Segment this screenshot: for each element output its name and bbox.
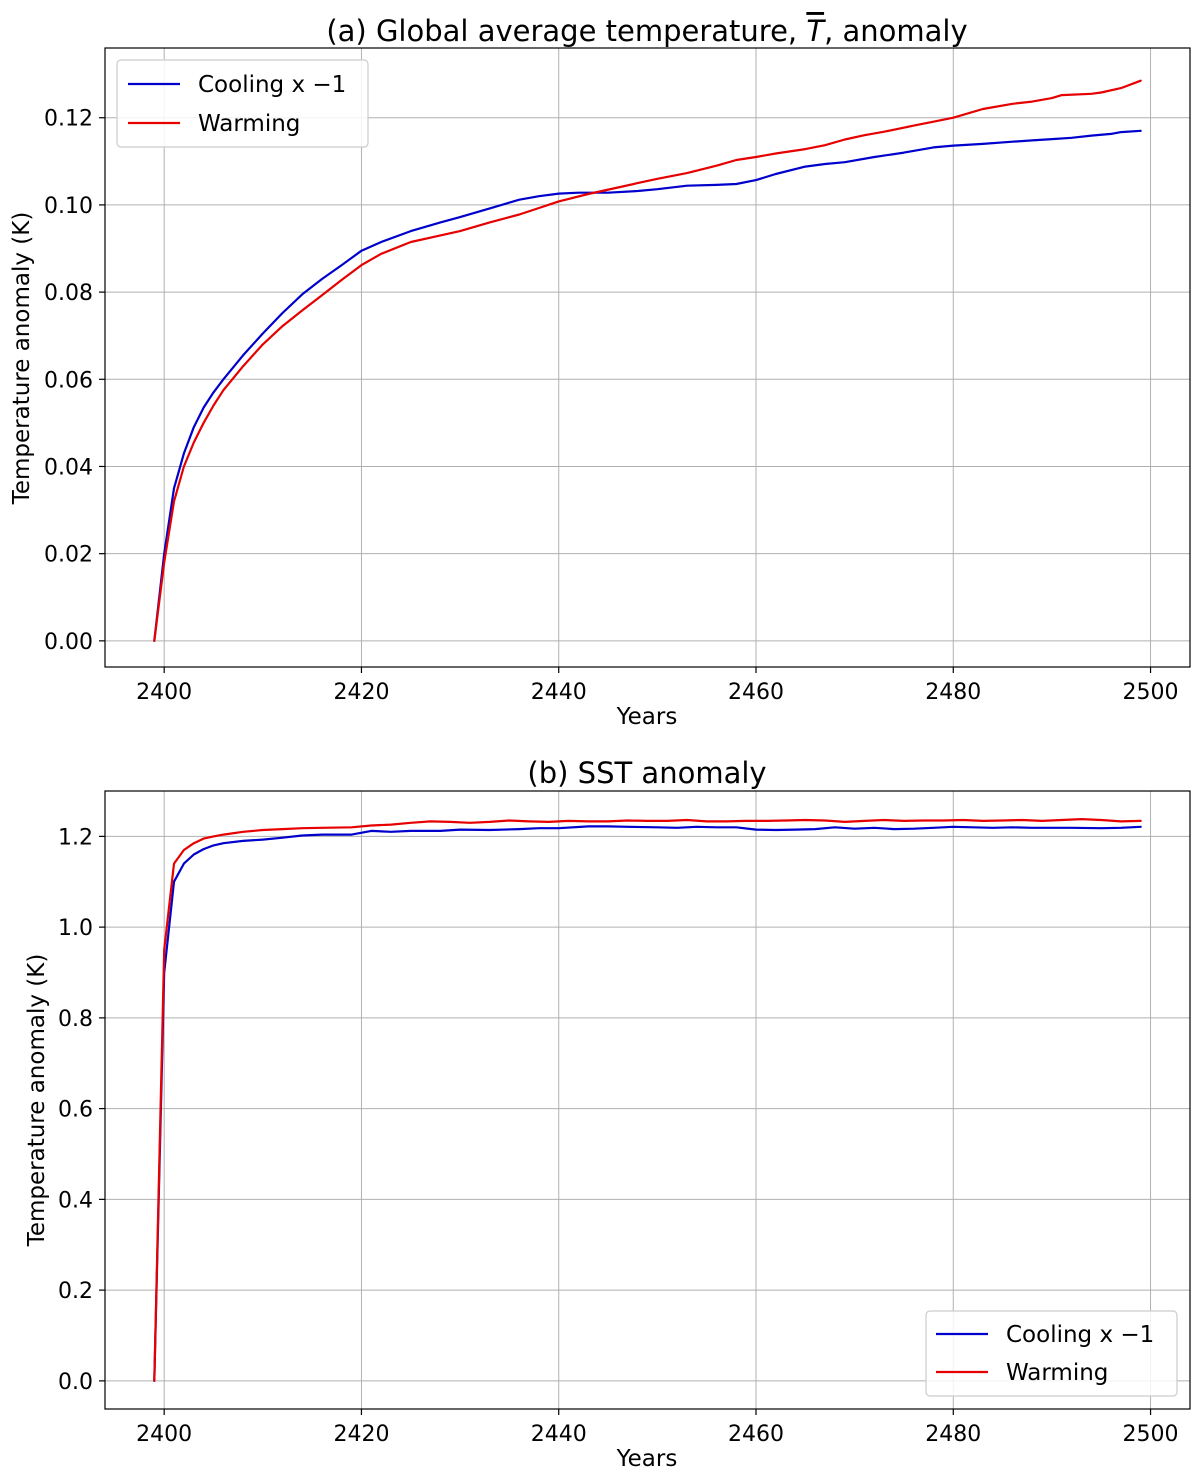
panel-a-y-tick-label: 0.06 [44, 368, 93, 393]
panel-b-legend-label-warming: Warming [1006, 1360, 1108, 1386]
panel-b-x-tick-label: 2500 [1123, 1422, 1179, 1447]
panel-b-x-axis-label: Years [616, 1446, 678, 1472]
panel-b-y-tick-label: 1.0 [58, 916, 93, 941]
panel-a-y-tick-label: 0.04 [44, 455, 93, 480]
panel-a-title: (a) Global average temperature, T, anoma… [326, 14, 967, 48]
panel-a-y-tick-label: 0.10 [44, 194, 93, 219]
panel-a-x-axis-label: Years [616, 704, 678, 730]
panel-a-y-ticks: 0.00 0.02 0.04 0.06 0.08 0.10 0.12 [44, 107, 105, 655]
panel-a-legend-label-warming: Warming [198, 111, 300, 137]
panel-b-legend-label-cooling: Cooling x −1 [1006, 1322, 1154, 1348]
panel-a-legend-label-cooling: Cooling x −1 [198, 72, 346, 98]
panel-a-x-tick-label: 2500 [1123, 680, 1179, 705]
panel-a-y-axis-label: Temperature anomaly (K) [9, 212, 35, 506]
panel-b-x-tick-label: 2480 [925, 1422, 981, 1447]
panel-b-y-tick-label: 0.4 [58, 1188, 93, 1213]
panel-a-y-tick-label: 0.12 [44, 107, 93, 132]
panel-b-y-tick-label: 0.2 [58, 1279, 93, 1304]
panel-b-legend: Cooling x −1 Warming [925, 1310, 1178, 1397]
panel-b-plot-frame [104, 790, 1191, 1410]
panel-b-series-line-cooling [153, 825, 1142, 1383]
panel-a-legend: Cooling x −1 Warming [116, 59, 369, 148]
panel-b-series-lines [153, 817, 1142, 1383]
panel-b-y-tick-label: 0.6 [58, 1098, 93, 1123]
panel-a-series-line-cooling [153, 129, 1142, 642]
panel-b-y-axis-label: Temperature anomaly (K) [24, 954, 50, 1248]
panel-a-series-lines [153, 79, 1142, 642]
panel-a-x-tick-label: 2480 [925, 680, 981, 705]
panel-a-x-tick-label: 2440 [531, 680, 587, 705]
panel-a-legend-box [116, 59, 369, 148]
panel-b-y-tick-label: 1.2 [58, 825, 93, 850]
panel-b-sst: (b) SST anomaly 2400 2420 2440 2460 2480 2500… [24, 756, 1191, 1472]
panel-a-y-tick-label: 0.00 [44, 630, 93, 655]
panel-b-title: (b) SST anomaly [527, 756, 766, 790]
panel-a-y-tick-label: 0.08 [44, 281, 93, 306]
panel-a-gridlines [105, 48, 1190, 667]
panel-a-x-tick-label: 2420 [333, 680, 389, 705]
panel-b-x-tick-label: 2460 [728, 1422, 784, 1447]
panel-b-x-tick-label: 2420 [333, 1422, 389, 1447]
panel-b-y-tick-label: 0.8 [58, 1007, 93, 1032]
panel-b-x-tick-label: 2440 [531, 1422, 587, 1447]
panel-a-plot-frame [104, 47, 1191, 668]
panel-b-legend-box [925, 1310, 1178, 1397]
panel-b-y-ticks: 0.0 0.2 0.4 0.6 0.8 1.0 1.2 [58, 825, 105, 1395]
panel-b-x-tick-label: 2400 [136, 1422, 192, 1447]
panel-b-x-ticks: 2400 2420 2440 2460 2480 2500 [136, 1409, 1179, 1447]
panel-a-series-line-warming [153, 79, 1142, 642]
panel-a-global-temperature: (a) Global average temperature, T, anoma… [9, 14, 1191, 730]
panel-a-x-ticks: 2400 2420 2440 2460 2480 2500 [136, 667, 1179, 705]
panel-a-x-tick-label: 2460 [728, 680, 784, 705]
panel-a-y-tick-label: 0.02 [44, 543, 93, 568]
panel-a-x-tick-label: 2400 [136, 680, 192, 705]
panel-b-y-tick-label: 0.0 [58, 1370, 93, 1395]
panel-b-series-line-warming [153, 817, 1142, 1383]
